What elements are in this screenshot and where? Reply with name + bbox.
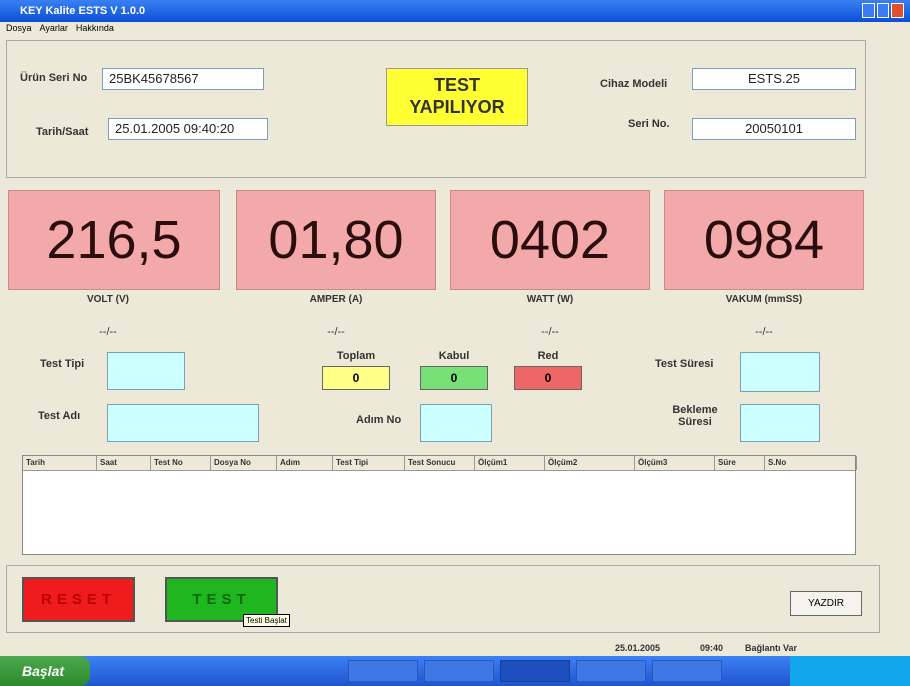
page: {"window":{"title":"KEY Kalite ESTS V 1.… <box>0 0 910 686</box>
meter-display: 216,5 <box>8 190 220 290</box>
status-date: 25.01.2005 <box>615 643 660 653</box>
meter-display: 0402 <box>450 190 650 290</box>
meter-limit: --/-- <box>8 326 208 338</box>
label: Test Tipi <box>40 358 84 370</box>
test-duration-input[interactable] <box>740 352 820 392</box>
date-field[interactable]: 25.01.2005 09:40:20 <box>108 118 268 140</box>
task-item[interactable] <box>500 660 570 682</box>
column-header[interactable]: Süre <box>715 456 765 470</box>
column-header[interactable]: Ölçüm2 <box>545 456 635 470</box>
column-header[interactable]: Test No <box>151 456 211 470</box>
print-button[interactable]: YAZDIR <box>790 591 862 616</box>
status-indicator: TEST YAPILIYOR <box>386 68 528 126</box>
task-item[interactable] <box>348 660 418 682</box>
meter-limit: --/-- <box>664 326 864 338</box>
counter-value: 0 <box>514 366 582 390</box>
status-time: 09:40 <box>700 643 723 653</box>
label: Ürün Seri No <box>20 72 87 84</box>
counter-value: 0 <box>322 366 390 390</box>
model-field[interactable]: ESTS.25 <box>692 68 856 90</box>
label: Adım No <box>356 414 401 426</box>
test-type-input[interactable] <box>107 352 185 390</box>
meter-limit: --/-- <box>236 326 436 338</box>
meter-unit: AMPER (A) <box>236 294 436 305</box>
status-connection: Bağlantı Var <box>745 643 797 653</box>
counter-label: Red <box>514 350 582 362</box>
maximize[interactable] <box>877 3 890 18</box>
menu-item[interactable]: Ayarlar <box>40 23 68 33</box>
device-serial-field[interactable]: 20050101 <box>692 118 856 140</box>
column-header[interactable]: Saat <box>97 456 151 470</box>
task-item[interactable] <box>652 660 722 682</box>
task-item[interactable] <box>576 660 646 682</box>
label: Tarih/Saat <box>36 126 88 138</box>
counter-label: Kabul <box>420 350 488 362</box>
counter-value: 0 <box>420 366 488 390</box>
taskbar: Başlat <box>0 656 910 686</box>
tooltip: Testi Başlat <box>243 614 290 627</box>
window-title: KEY Kalite ESTS V 1.0.0 <box>20 5 145 17</box>
label: Test Süresi <box>655 358 714 370</box>
column-header[interactable]: Test Tipi <box>333 456 405 470</box>
start-button[interactable]: Başlat <box>0 656 90 686</box>
column-header[interactable]: Adım <box>277 456 333 470</box>
task-item[interactable] <box>424 660 494 682</box>
column-header[interactable]: Ölçüm1 <box>475 456 545 470</box>
meter-unit: VOLT (V) <box>8 294 208 305</box>
column-header[interactable]: Dosya No <box>211 456 277 470</box>
test-name-input[interactable] <box>107 404 259 442</box>
column-header[interactable]: Test Sonucu <box>405 456 475 470</box>
wait-duration-input[interactable] <box>740 404 820 442</box>
window-controls <box>862 3 904 19</box>
column-header[interactable]: Tarih <box>23 456 97 470</box>
meter-display: 01,80 <box>236 190 436 290</box>
column-header[interactable]: S.No <box>765 456 857 470</box>
label: Seri No. <box>628 118 670 130</box>
close[interactable] <box>891 3 904 18</box>
menu-item[interactable]: Dosya <box>6 23 32 33</box>
serial-field[interactable]: 25BK45678567 <box>102 68 264 90</box>
meter-unit: VAKUM (mmSS) <box>664 294 864 305</box>
label: Test Adı <box>38 410 80 422</box>
meter-display: 0984 <box>664 190 864 290</box>
title-bar: KEY Kalite ESTS V 1.0.0 <box>0 0 910 22</box>
column-header[interactable]: Ölçüm3 <box>635 456 715 470</box>
reset-button[interactable]: RESET <box>22 577 135 622</box>
system-tray <box>790 656 910 686</box>
minimize[interactable] <box>862 3 875 18</box>
counter-label: Toplam <box>322 350 390 362</box>
menu-bar: Dosya Ayarlar Hakkında <box>6 23 114 33</box>
meter-unit: WATT (W) <box>450 294 650 305</box>
meter-limit: --/-- <box>450 326 650 338</box>
status-bar: 25.01.2005 09:40 Bağlantı Var <box>0 638 910 656</box>
label: Bekleme Süresi <box>660 404 730 428</box>
step-no-input[interactable] <box>420 404 492 442</box>
button-panel <box>6 565 880 633</box>
menu-item[interactable]: Hakkında <box>76 23 114 33</box>
label: Cihaz Modeli <box>600 78 667 90</box>
